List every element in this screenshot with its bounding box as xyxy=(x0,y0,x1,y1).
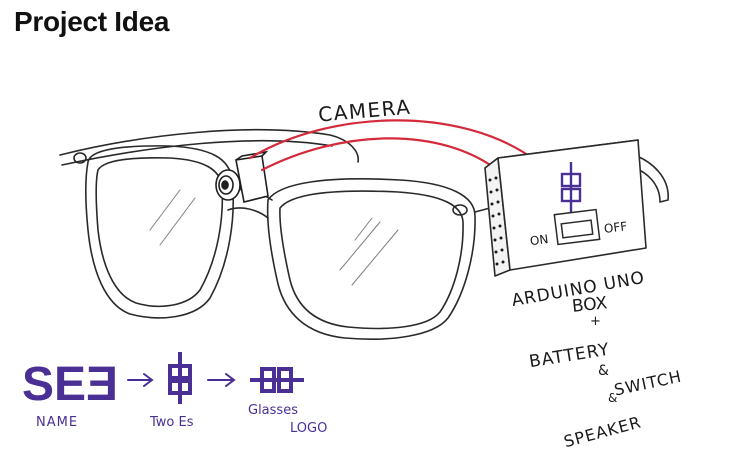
camera-module xyxy=(215,150,269,203)
glasses-caption-line1: Glasses xyxy=(248,403,298,418)
box-label-line2: BOX xyxy=(571,293,609,317)
speaker-label: SPEAKER xyxy=(562,412,644,450)
ampersand-1: & xyxy=(598,363,609,379)
page-title: Project Idea xyxy=(14,6,170,37)
glasses-drawing xyxy=(59,128,669,340)
arrow-2 xyxy=(207,373,236,387)
arrow-1 xyxy=(127,373,154,387)
glasses-logo-icon xyxy=(250,367,304,393)
box-vent-dots xyxy=(488,176,505,266)
glasses-caption-line2: LOGO xyxy=(290,421,327,436)
switch-on-label: ON xyxy=(529,232,549,248)
on-off-switch xyxy=(553,208,601,246)
two-es-icon xyxy=(168,352,192,404)
arduino-box xyxy=(484,139,647,277)
plus-sign: + xyxy=(590,314,601,329)
see-logo-text: SEƎ xyxy=(22,358,118,411)
two-es-caption: Two Es xyxy=(149,415,194,430)
ampersand-2: & xyxy=(608,391,617,405)
switch-label: SWITCH xyxy=(612,367,683,400)
name-caption: NAME xyxy=(36,415,78,430)
camera-label: CAMERA xyxy=(317,95,412,127)
box-glasses-logo xyxy=(560,162,582,212)
camera-wires xyxy=(248,119,537,174)
switch-off-label: OFF xyxy=(603,219,628,236)
